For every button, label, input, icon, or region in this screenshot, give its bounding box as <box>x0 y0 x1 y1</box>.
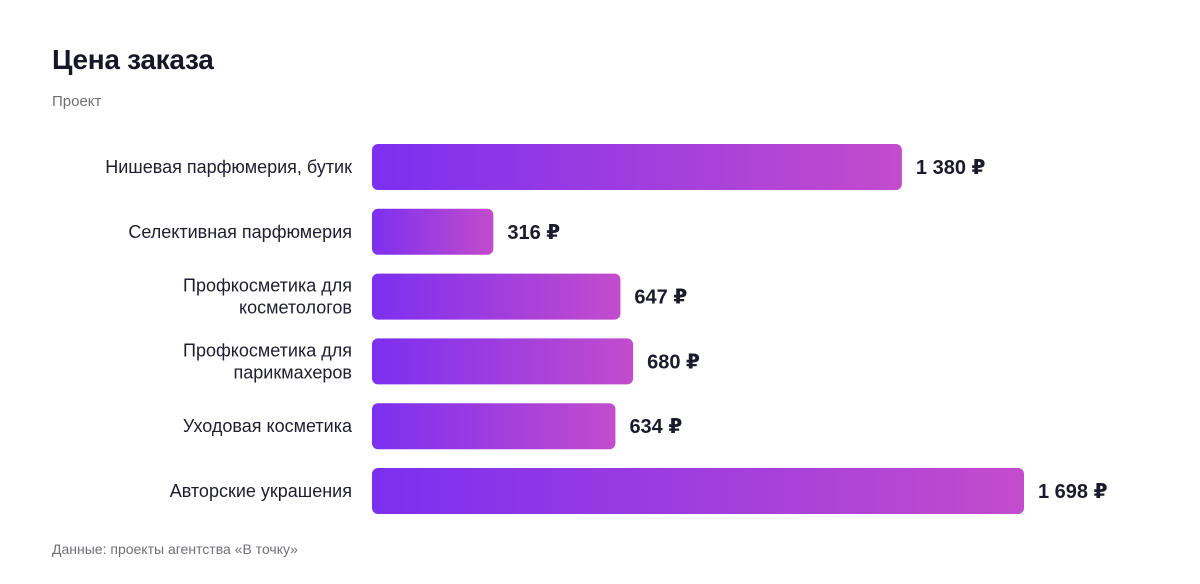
value-label: 680 ₽ <box>647 351 700 373</box>
category-label: Селективная парфюмерия <box>128 222 352 242</box>
bar <box>372 338 634 385</box>
bar <box>372 208 494 255</box>
category-label: Уходовая косметика <box>183 416 353 436</box>
value-label: 1 698 ₽ <box>1038 481 1108 503</box>
bar <box>372 273 621 320</box>
bars-layer: Нишевая парфюмерия, бутик 1 380 ₽ Селектив… <box>105 144 1108 514</box>
source-note: Данные: проекты агентства «В точку» <box>52 541 298 557</box>
bar <box>372 468 1024 514</box>
chart-title: Цена заказа <box>52 44 214 75</box>
bar <box>372 144 902 190</box>
category-label: Нишевая парфюмерия, бутик <box>105 157 352 177</box>
value-label: 316 ₽ <box>507 222 560 244</box>
value-label: 1 380 ₽ <box>916 157 986 179</box>
category-label: парикмахеров <box>234 362 352 382</box>
category-label: косметологов <box>239 298 352 318</box>
category-label: Профкосметика для <box>183 340 352 360</box>
category-label: Авторские украшения <box>170 481 352 501</box>
value-label: 634 ₽ <box>629 416 682 438</box>
chart-subtitle: Проект <box>52 93 102 110</box>
category-label: Профкосметика для <box>183 276 352 296</box>
value-label: 647 ₽ <box>634 287 687 309</box>
bar <box>372 403 616 450</box>
